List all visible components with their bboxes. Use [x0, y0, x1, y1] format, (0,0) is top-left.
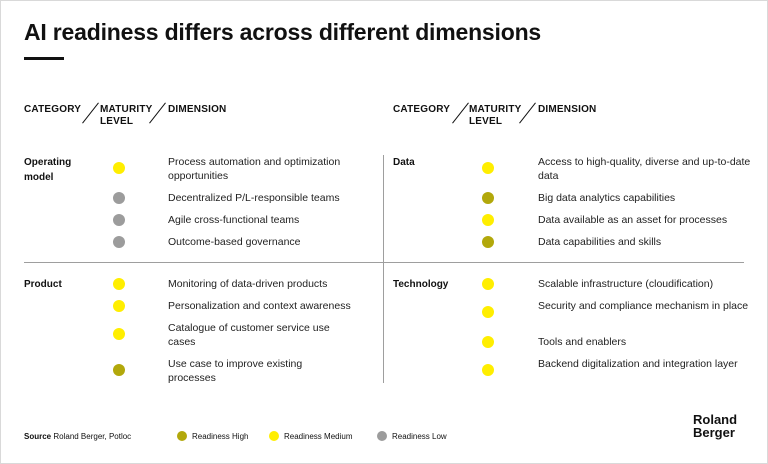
readiness-dot — [113, 364, 125, 376]
legend-dot-low — [377, 431, 387, 441]
readiness-dot — [482, 192, 494, 204]
column-divider — [383, 155, 384, 383]
category-data: Data — [393, 157, 415, 168]
dimension-label: Security and compliance mechanism in pla… — [538, 300, 749, 312]
row-divider — [24, 262, 744, 263]
source-note: Source Roland Berger, Potloc — [24, 432, 132, 441]
header-dimension-right: DIMENSION — [538, 104, 597, 115]
title-underline — [24, 57, 64, 60]
legend-dot-high — [177, 431, 187, 441]
category-technology: Technology — [393, 279, 449, 290]
header-category-left: CATEGORY — [24, 104, 82, 115]
legend-label-low: Readiness Low — [392, 432, 447, 441]
dimension-label: Monitoring of data-driven products — [168, 278, 328, 290]
dimension-label: Outcome-based governance — [168, 236, 301, 248]
header-maturity-right: MATURITY LEVEL — [469, 104, 522, 127]
readiness-dot — [113, 278, 125, 290]
page-title: AI readiness differs across different di… — [24, 19, 542, 45]
readiness-dot — [113, 192, 125, 204]
dimension-label: Personalization and context awareness — [168, 300, 351, 312]
readiness-dot — [113, 162, 125, 174]
readiness-dot — [482, 236, 494, 248]
readiness-dot — [113, 236, 125, 248]
dimension-label: Catalogue of customer service use cases — [168, 322, 330, 348]
readiness-dot — [113, 328, 125, 340]
dimension-label: Data available as an asset for processes — [538, 214, 728, 226]
roland-berger-logo: Roland Berger — [693, 412, 738, 440]
legend-label-medium: Readiness Medium — [284, 432, 353, 441]
readiness-dot — [482, 336, 494, 348]
readiness-dot — [482, 214, 494, 226]
dimension-label: Use case to improve existing processes — [168, 358, 303, 384]
dimension-label: Big data analytics capabilities — [538, 192, 676, 204]
category-product: Product — [24, 279, 62, 290]
dimension-label: Tools and enablers — [538, 336, 627, 348]
readiness-dot — [482, 306, 494, 318]
readiness-dot — [113, 300, 125, 312]
readiness-dot — [482, 364, 494, 376]
dimension-label: Data capabilities and skills — [538, 236, 662, 248]
header-maturity-left: MATURITY LEVEL — [100, 104, 153, 127]
legend-dot-medium — [269, 431, 279, 441]
dimension-label: Agile cross-functional teams — [168, 214, 300, 226]
legend-label-high: Readiness High — [192, 432, 249, 441]
readiness-dot — [482, 278, 494, 290]
readiness-dot — [113, 214, 125, 226]
dimension-label: Backend digitalization and integration l… — [538, 358, 738, 370]
dimension-label: Access to high-quality, diverse and up-t… — [538, 156, 751, 182]
header-category-right: CATEGORY — [393, 104, 451, 115]
dimension-label: Process automation and optimization oppo… — [168, 156, 341, 182]
header-dimension-left: DIMENSION — [168, 104, 227, 115]
readiness-dot — [482, 162, 494, 174]
dimension-label: Scalable infrastructure (cloudification) — [538, 278, 714, 290]
dimension-label: Decentralized P/L-responsible teams — [168, 192, 340, 204]
category-operating-model: Operating model — [24, 157, 72, 183]
